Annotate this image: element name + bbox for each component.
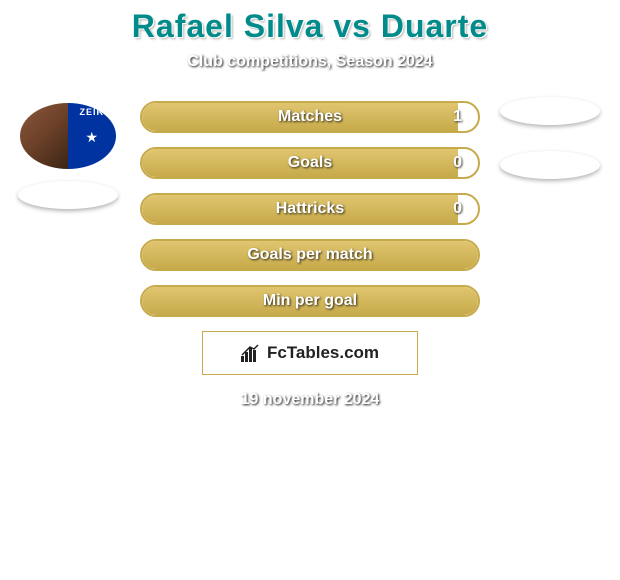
date-text: 19 november 2024 — [0, 391, 620, 409]
club-badge-text: ZEIRO — [79, 107, 112, 117]
bar-matches: Matches 1 — [140, 101, 480, 133]
logo-text: FcTables.com — [267, 343, 379, 363]
source-logo: FcTables.com — [202, 331, 418, 375]
player-left-name-pill — [18, 181, 118, 209]
stats-area: ZEIRO ★ Matches 1 Goals 0 Hattricks — [0, 101, 620, 409]
bar-value: 0 — [453, 149, 462, 177]
bar-label: Min per goal — [142, 287, 478, 315]
bar-chart-icon — [241, 344, 261, 362]
bar-label: Goals per match — [142, 241, 478, 269]
player-right-column — [490, 97, 610, 179]
bar-hattricks: Hattricks 0 — [140, 193, 480, 225]
bar-value: 1 — [453, 103, 462, 131]
player-right-pill-2 — [500, 151, 600, 179]
bar-label: Matches — [142, 103, 478, 131]
star-icon: ★ — [85, 129, 98, 146]
bar-value: 0 — [453, 195, 462, 223]
player-right-pill-1 — [500, 97, 600, 125]
player-left-column: ZEIRO ★ — [8, 101, 128, 209]
bar-label: Goals — [142, 149, 478, 177]
bar-goals: Goals 0 — [140, 147, 480, 179]
page-title: Rafael Silva vs Duarte — [0, 0, 620, 45]
bar-label: Hattricks — [142, 195, 478, 223]
stat-bars: Matches 1 Goals 0 Hattricks 0 Goals per … — [140, 101, 480, 317]
comparison-infographic: Rafael Silva vs Duarte Club competitions… — [0, 0, 620, 580]
bar-min-per-goal: Min per goal — [140, 285, 480, 317]
bar-goals-per-match: Goals per match — [140, 239, 480, 271]
player-left-avatar: ZEIRO ★ — [18, 101, 118, 171]
avatar-photo-half — [20, 103, 68, 169]
subtitle: Club competitions, Season 2024 — [0, 53, 620, 71]
